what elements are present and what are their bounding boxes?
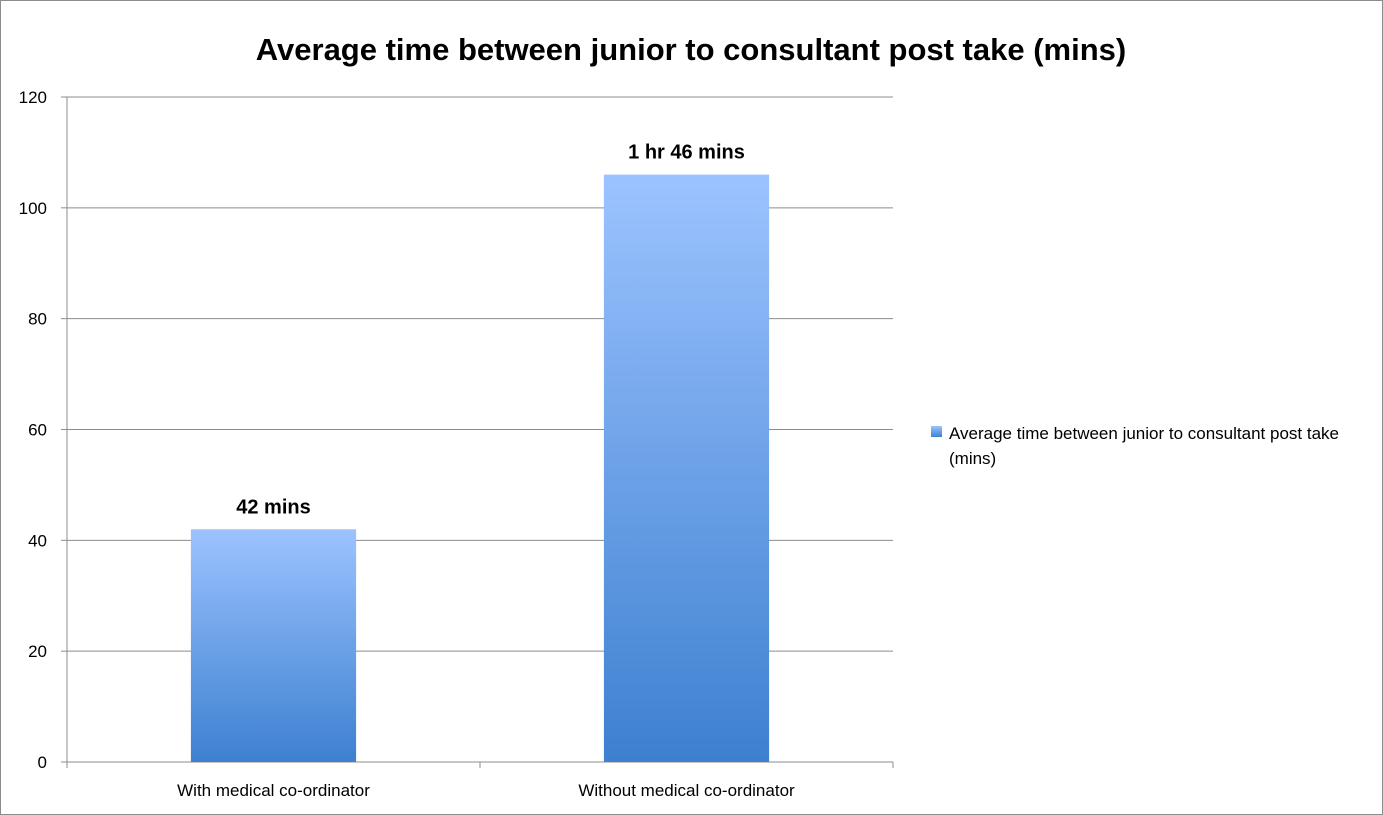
bar-2 — [603, 174, 770, 763]
chart-title: Average time between junior to consultan… — [256, 32, 1126, 67]
y-tick-label-100: 100 — [19, 199, 47, 218]
legend-entry: Average time between junior to consultan… — [949, 424, 1339, 468]
y-tick-label-80: 80 — [28, 310, 47, 329]
y-tick-label-40: 40 — [28, 531, 47, 550]
bars — [190, 174, 770, 763]
x-category-label-2: Without medical co-ordinator — [578, 781, 795, 800]
legend-swatch — [931, 426, 942, 437]
legend: Average time between junior to consultan… — [931, 421, 1371, 471]
data-label-2: 1 hr 46 mins — [628, 142, 745, 164]
bar-1 — [190, 529, 357, 762]
y-tick-label-0: 0 — [38, 753, 47, 772]
y-tick-label-60: 60 — [28, 421, 47, 440]
y-tick-label-20: 20 — [28, 642, 47, 661]
data-label-1: 42 mins — [236, 496, 310, 518]
y-tick-label-120: 120 — [19, 88, 47, 107]
labels: 0 20 40 60 80 100 120 With medical co-ordinator… — [19, 88, 795, 800]
x-category-label-1: With medical co-ordinator — [177, 781, 370, 800]
